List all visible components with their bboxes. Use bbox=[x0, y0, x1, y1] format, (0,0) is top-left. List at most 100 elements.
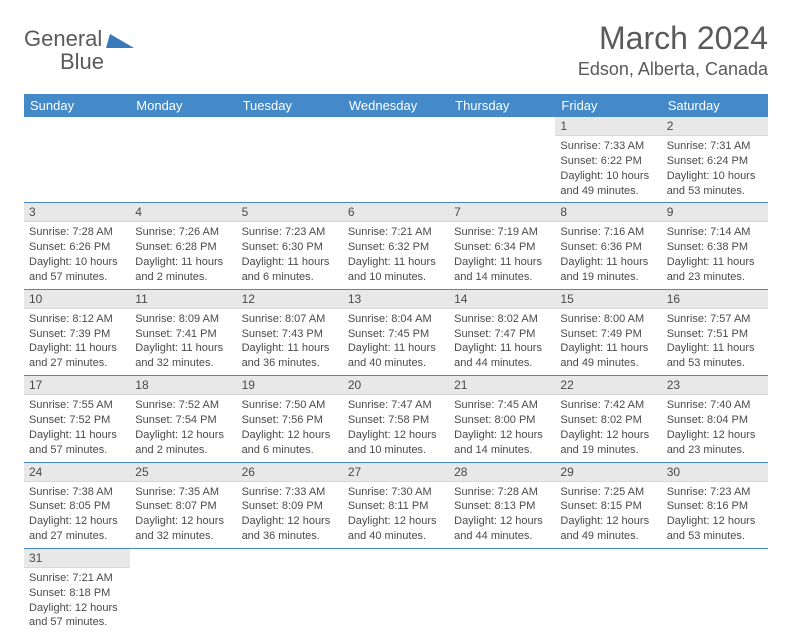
sunrise-line: Sunrise: 8:04 AM bbox=[348, 312, 444, 327]
month-title: March 2024 bbox=[578, 20, 768, 57]
day-number: 28 bbox=[449, 463, 555, 482]
sunset-line: Sunset: 7:58 PM bbox=[348, 413, 444, 428]
logo: General Blue bbox=[24, 28, 134, 74]
daylight-line-2: and 57 minutes. bbox=[29, 443, 125, 458]
sunrise-line: Sunrise: 7:19 AM bbox=[454, 225, 550, 240]
empty-cell bbox=[130, 117, 236, 203]
sunrise-line: Sunrise: 7:21 AM bbox=[348, 225, 444, 240]
day-content: Sunrise: 7:28 AMSunset: 8:13 PMDaylight:… bbox=[449, 482, 555, 548]
sunrise-line: Sunrise: 7:57 AM bbox=[667, 312, 763, 327]
sunset-line: Sunset: 6:22 PM bbox=[560, 154, 656, 169]
day-content: Sunrise: 7:42 AMSunset: 8:02 PMDaylight:… bbox=[555, 395, 661, 461]
day-cell: 22Sunrise: 7:42 AMSunset: 8:02 PMDayligh… bbox=[555, 376, 661, 462]
empty-cell bbox=[662, 548, 768, 634]
empty-cell bbox=[237, 117, 343, 203]
day-cell: 16Sunrise: 7:57 AMSunset: 7:51 PMDayligh… bbox=[662, 289, 768, 375]
daylight-line-1: Daylight: 12 hours bbox=[348, 514, 444, 529]
day-content: Sunrise: 7:25 AMSunset: 8:15 PMDaylight:… bbox=[555, 482, 661, 548]
daylight-line-2: and 14 minutes. bbox=[454, 443, 550, 458]
day-cell: 5Sunrise: 7:23 AMSunset: 6:30 PMDaylight… bbox=[237, 203, 343, 289]
day-cell: 3Sunrise: 7:28 AMSunset: 6:26 PMDaylight… bbox=[24, 203, 130, 289]
daylight-line-2: and 10 minutes. bbox=[348, 443, 444, 458]
sunrise-line: Sunrise: 8:12 AM bbox=[29, 312, 125, 327]
empty-cell bbox=[237, 548, 343, 634]
day-number: 6 bbox=[343, 203, 449, 222]
sunset-line: Sunset: 6:38 PM bbox=[667, 240, 763, 255]
sunrise-line: Sunrise: 7:33 AM bbox=[242, 485, 338, 500]
daylight-line-1: Daylight: 11 hours bbox=[560, 341, 656, 356]
day-cell: 29Sunrise: 7:25 AMSunset: 8:15 PMDayligh… bbox=[555, 462, 661, 548]
day-cell: 30Sunrise: 7:23 AMSunset: 8:16 PMDayligh… bbox=[662, 462, 768, 548]
sunset-line: Sunset: 7:52 PM bbox=[29, 413, 125, 428]
daylight-line-1: Daylight: 11 hours bbox=[454, 341, 550, 356]
day-content: Sunrise: 7:19 AMSunset: 6:34 PMDaylight:… bbox=[449, 222, 555, 288]
day-number: 25 bbox=[130, 463, 236, 482]
day-header-saturday: Saturday bbox=[662, 94, 768, 117]
day-cell: 24Sunrise: 7:38 AMSunset: 8:05 PMDayligh… bbox=[24, 462, 130, 548]
daylight-line-1: Daylight: 12 hours bbox=[667, 428, 763, 443]
sunset-line: Sunset: 8:02 PM bbox=[560, 413, 656, 428]
day-number: 24 bbox=[24, 463, 130, 482]
daylight-line-2: and 6 minutes. bbox=[242, 270, 338, 285]
sunrise-line: Sunrise: 7:28 AM bbox=[454, 485, 550, 500]
daylight-line-2: and 27 minutes. bbox=[29, 529, 125, 544]
logo-flag-icon bbox=[106, 34, 134, 48]
day-cell: 31Sunrise: 7:21 AMSunset: 8:18 PMDayligh… bbox=[24, 548, 130, 634]
empty-cell bbox=[449, 548, 555, 634]
sunset-line: Sunset: 6:26 PM bbox=[29, 240, 125, 255]
calendar-table: SundayMondayTuesdayWednesdayThursdayFrid… bbox=[24, 94, 768, 634]
sunset-line: Sunset: 8:15 PM bbox=[560, 499, 656, 514]
sunset-line: Sunset: 6:28 PM bbox=[135, 240, 231, 255]
sunrise-line: Sunrise: 7:21 AM bbox=[29, 571, 125, 586]
day-number: 26 bbox=[237, 463, 343, 482]
day-content: Sunrise: 8:12 AMSunset: 7:39 PMDaylight:… bbox=[24, 309, 130, 375]
sunrise-line: Sunrise: 7:31 AM bbox=[667, 139, 763, 154]
week-row: 1Sunrise: 7:33 AMSunset: 6:22 PMDaylight… bbox=[24, 117, 768, 203]
daylight-line-1: Daylight: 11 hours bbox=[135, 255, 231, 270]
day-number: 23 bbox=[662, 376, 768, 395]
day-number: 3 bbox=[24, 203, 130, 222]
daylight-line-1: Daylight: 12 hours bbox=[560, 428, 656, 443]
daylight-line-1: Daylight: 11 hours bbox=[242, 341, 338, 356]
week-row: 24Sunrise: 7:38 AMSunset: 8:05 PMDayligh… bbox=[24, 462, 768, 548]
sunrise-line: Sunrise: 7:35 AM bbox=[135, 485, 231, 500]
day-number: 30 bbox=[662, 463, 768, 482]
daylight-line-1: Daylight: 11 hours bbox=[348, 255, 444, 270]
sunset-line: Sunset: 8:13 PM bbox=[454, 499, 550, 514]
sunset-line: Sunset: 8:18 PM bbox=[29, 586, 125, 601]
day-content: Sunrise: 8:04 AMSunset: 7:45 PMDaylight:… bbox=[343, 309, 449, 375]
daylight-line-1: Daylight: 11 hours bbox=[29, 428, 125, 443]
day-cell: 7Sunrise: 7:19 AMSunset: 6:34 PMDaylight… bbox=[449, 203, 555, 289]
daylight-line-2: and 36 minutes. bbox=[242, 356, 338, 371]
day-content: Sunrise: 7:23 AMSunset: 6:30 PMDaylight:… bbox=[237, 222, 343, 288]
sunset-line: Sunset: 8:04 PM bbox=[667, 413, 763, 428]
day-cell: 14Sunrise: 8:02 AMSunset: 7:47 PMDayligh… bbox=[449, 289, 555, 375]
week-row: 31Sunrise: 7:21 AMSunset: 8:18 PMDayligh… bbox=[24, 548, 768, 634]
daylight-line-2: and 23 minutes. bbox=[667, 443, 763, 458]
sunset-line: Sunset: 7:54 PM bbox=[135, 413, 231, 428]
day-cell: 9Sunrise: 7:14 AMSunset: 6:38 PMDaylight… bbox=[662, 203, 768, 289]
day-content: Sunrise: 7:28 AMSunset: 6:26 PMDaylight:… bbox=[24, 222, 130, 288]
day-content: Sunrise: 8:00 AMSunset: 7:49 PMDaylight:… bbox=[555, 309, 661, 375]
daylight-line-1: Daylight: 12 hours bbox=[667, 514, 763, 529]
day-content: Sunrise: 7:23 AMSunset: 8:16 PMDaylight:… bbox=[662, 482, 768, 548]
daylight-line-1: Daylight: 11 hours bbox=[242, 255, 338, 270]
sunrise-line: Sunrise: 7:52 AM bbox=[135, 398, 231, 413]
sunrise-line: Sunrise: 7:42 AM bbox=[560, 398, 656, 413]
daylight-line-1: Daylight: 11 hours bbox=[667, 255, 763, 270]
day-cell: 25Sunrise: 7:35 AMSunset: 8:07 PMDayligh… bbox=[130, 462, 236, 548]
daylight-line-2: and 6 minutes. bbox=[242, 443, 338, 458]
day-number: 18 bbox=[130, 376, 236, 395]
day-cell: 20Sunrise: 7:47 AMSunset: 7:58 PMDayligh… bbox=[343, 376, 449, 462]
day-number: 27 bbox=[343, 463, 449, 482]
daylight-line-1: Daylight: 12 hours bbox=[454, 428, 550, 443]
daylight-line-2: and 49 minutes. bbox=[560, 529, 656, 544]
sunset-line: Sunset: 8:09 PM bbox=[242, 499, 338, 514]
daylight-line-1: Daylight: 11 hours bbox=[667, 341, 763, 356]
location: Edson, Alberta, Canada bbox=[578, 59, 768, 80]
day-cell: 10Sunrise: 8:12 AMSunset: 7:39 PMDayligh… bbox=[24, 289, 130, 375]
day-header-monday: Monday bbox=[130, 94, 236, 117]
day-cell: 17Sunrise: 7:55 AMSunset: 7:52 PMDayligh… bbox=[24, 376, 130, 462]
day-content: Sunrise: 7:45 AMSunset: 8:00 PMDaylight:… bbox=[449, 395, 555, 461]
day-header-friday: Friday bbox=[555, 94, 661, 117]
